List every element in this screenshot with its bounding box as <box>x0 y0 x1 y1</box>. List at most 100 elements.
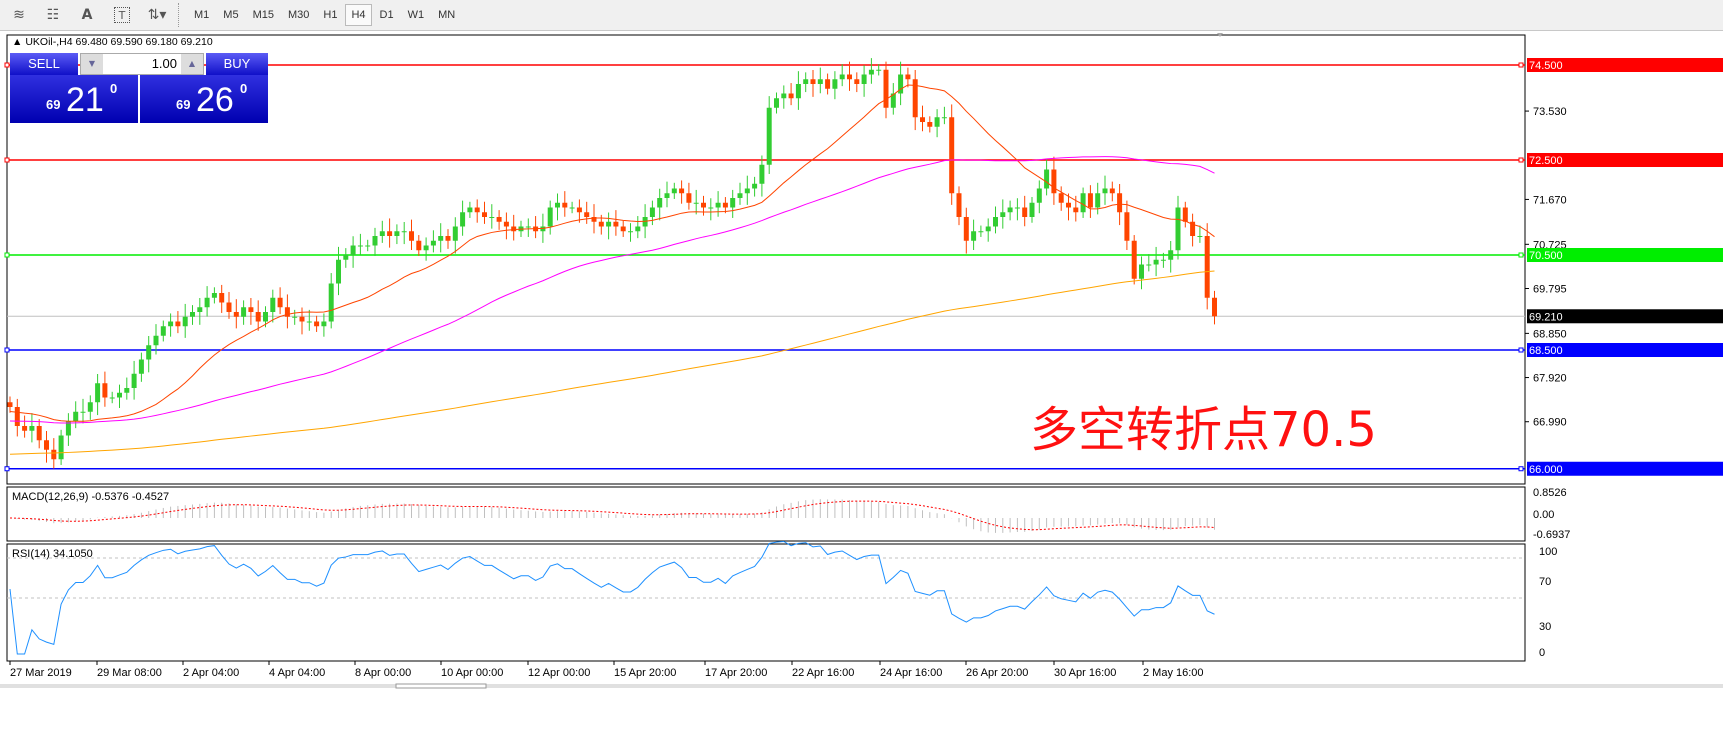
candle-body <box>547 207 553 227</box>
candle-body <box>905 74 911 80</box>
candle-body <box>387 231 393 236</box>
moving-average-line <box>9 84 1215 422</box>
candle-body <box>160 326 166 336</box>
level-handle <box>4 252 10 258</box>
timeframe-h4[interactable]: H4 <box>345 4 372 26</box>
candle-body <box>854 79 860 84</box>
volume-increase-button[interactable]: ▲ <box>181 54 203 74</box>
candle-body <box>1073 207 1079 213</box>
candle-body <box>1029 202 1035 217</box>
volume-field[interactable]: ▼ 1.00 ▲ <box>80 53 204 75</box>
candle-body <box>7 402 13 407</box>
toolbar-separator <box>178 3 181 27</box>
timeframe-m1[interactable]: M1 <box>194 9 210 21</box>
timeframe-mn[interactable]: MN <box>438 9 456 21</box>
candle-body <box>1000 212 1006 217</box>
level-price-tag <box>1527 343 1723 357</box>
candle-body <box>985 226 991 232</box>
candle-body <box>343 255 349 260</box>
current-price-tag <box>1527 309 1723 324</box>
candle-body <box>1051 169 1057 194</box>
candle-body <box>270 297 276 312</box>
buy-price-button[interactable]: 69 26 0 <box>140 75 268 123</box>
candle-body <box>1190 221 1196 236</box>
text-icon[interactable]: A <box>81 7 93 23</box>
candle-body <box>467 207 473 213</box>
sell-button[interactable]: SELL <box>10 53 78 75</box>
candle-body <box>890 93 896 108</box>
symbol-ohlc: UKOil-,H4 69.480 69.590 69.180 69.210 <box>25 36 213 48</box>
candle-body <box>1109 188 1115 194</box>
candle-body <box>993 217 998 227</box>
main-chart-frame <box>6 34 1526 485</box>
candle-body <box>416 240 422 251</box>
candle-body <box>474 207 480 213</box>
sell-price-button[interactable]: 69 21 0 <box>10 75 138 123</box>
buy-button[interactable]: BUY <box>206 53 268 75</box>
candle-body <box>774 98 779 108</box>
chart-annotation: 多空转折点70.5 <box>1030 402 1377 458</box>
candle-body <box>175 321 181 327</box>
chart-window[interactable] <box>0 31 1723 755</box>
sell-price-big: 69 <box>46 97 61 112</box>
macd-signal-line <box>9 500 1215 531</box>
candle-body <box>350 245 356 255</box>
candle-body <box>927 122 933 127</box>
volume-decrease-button[interactable]: ▼ <box>81 54 103 74</box>
candle-body <box>496 217 502 222</box>
symbol-header: ▲ UKOil-,H4 69.480 69.590 69.180 69.210 <box>12 36 213 48</box>
level-handle <box>4 157 10 163</box>
arrows-icon[interactable]: ⇅▾ <box>147 7 167 23</box>
volume-value[interactable]: 1.00 <box>151 56 177 71</box>
candle-body <box>124 388 130 393</box>
rsi-frame <box>6 543 1526 662</box>
candle-body <box>920 117 925 122</box>
candle-body <box>263 312 268 322</box>
candle-body <box>803 79 809 84</box>
candle-body <box>868 69 874 75</box>
candle-body <box>1160 259 1166 261</box>
candle-body <box>131 373 137 388</box>
time-axis-label: 10 Apr 00:00 <box>441 667 503 679</box>
level-handle <box>4 62 10 68</box>
candle-body <box>65 421 71 436</box>
timeframe-m5[interactable]: M5 <box>223 9 239 21</box>
candle-body <box>168 321 174 327</box>
candle-body <box>737 193 743 198</box>
candle-body <box>489 217 495 218</box>
candle-body <box>277 297 283 308</box>
chart-shift-marker <box>1217 33 1223 37</box>
timeframe-m30[interactable]: M30 <box>287 9 310 21</box>
fibonacci-icon[interactable]: ☷ <box>46 7 60 23</box>
timeframe-d1[interactable]: D1 <box>379 9 394 21</box>
time-axis-label: 17 Apr 20:00 <box>705 667 767 679</box>
candle-body <box>898 74 904 94</box>
timeframe-m15[interactable]: M15 <box>252 9 274 21</box>
candle-body <box>80 411 86 413</box>
candle-body <box>956 193 962 217</box>
candle-body <box>44 440 49 450</box>
time-axis-label: 30 Apr 16:00 <box>1054 667 1116 679</box>
candle-body <box>1007 207 1013 213</box>
buy-price-main: 26 <box>196 81 234 119</box>
elliott-wave-icon[interactable]: ≋ <box>13 7 25 23</box>
candle-body <box>153 335 159 346</box>
candle-body <box>365 245 371 247</box>
candle-body <box>781 93 787 99</box>
candle-body <box>708 207 714 209</box>
candle-body <box>1036 188 1042 203</box>
timeframe-h1[interactable]: H1 <box>323 9 338 21</box>
timeframe-w1[interactable]: W1 <box>407 9 425 21</box>
candle-body <box>591 217 597 222</box>
candle-body <box>1168 250 1174 260</box>
price-axis-label: 68.850 <box>1533 328 1567 340</box>
candle-body <box>598 221 604 227</box>
candle-body <box>715 202 721 208</box>
candle-body <box>182 316 188 327</box>
text-label-icon[interactable]: T <box>114 7 130 23</box>
candle-body <box>752 183 758 189</box>
candle-body <box>328 283 334 322</box>
level-price-tag <box>1527 58 1723 72</box>
level-handle <box>1518 62 1524 68</box>
